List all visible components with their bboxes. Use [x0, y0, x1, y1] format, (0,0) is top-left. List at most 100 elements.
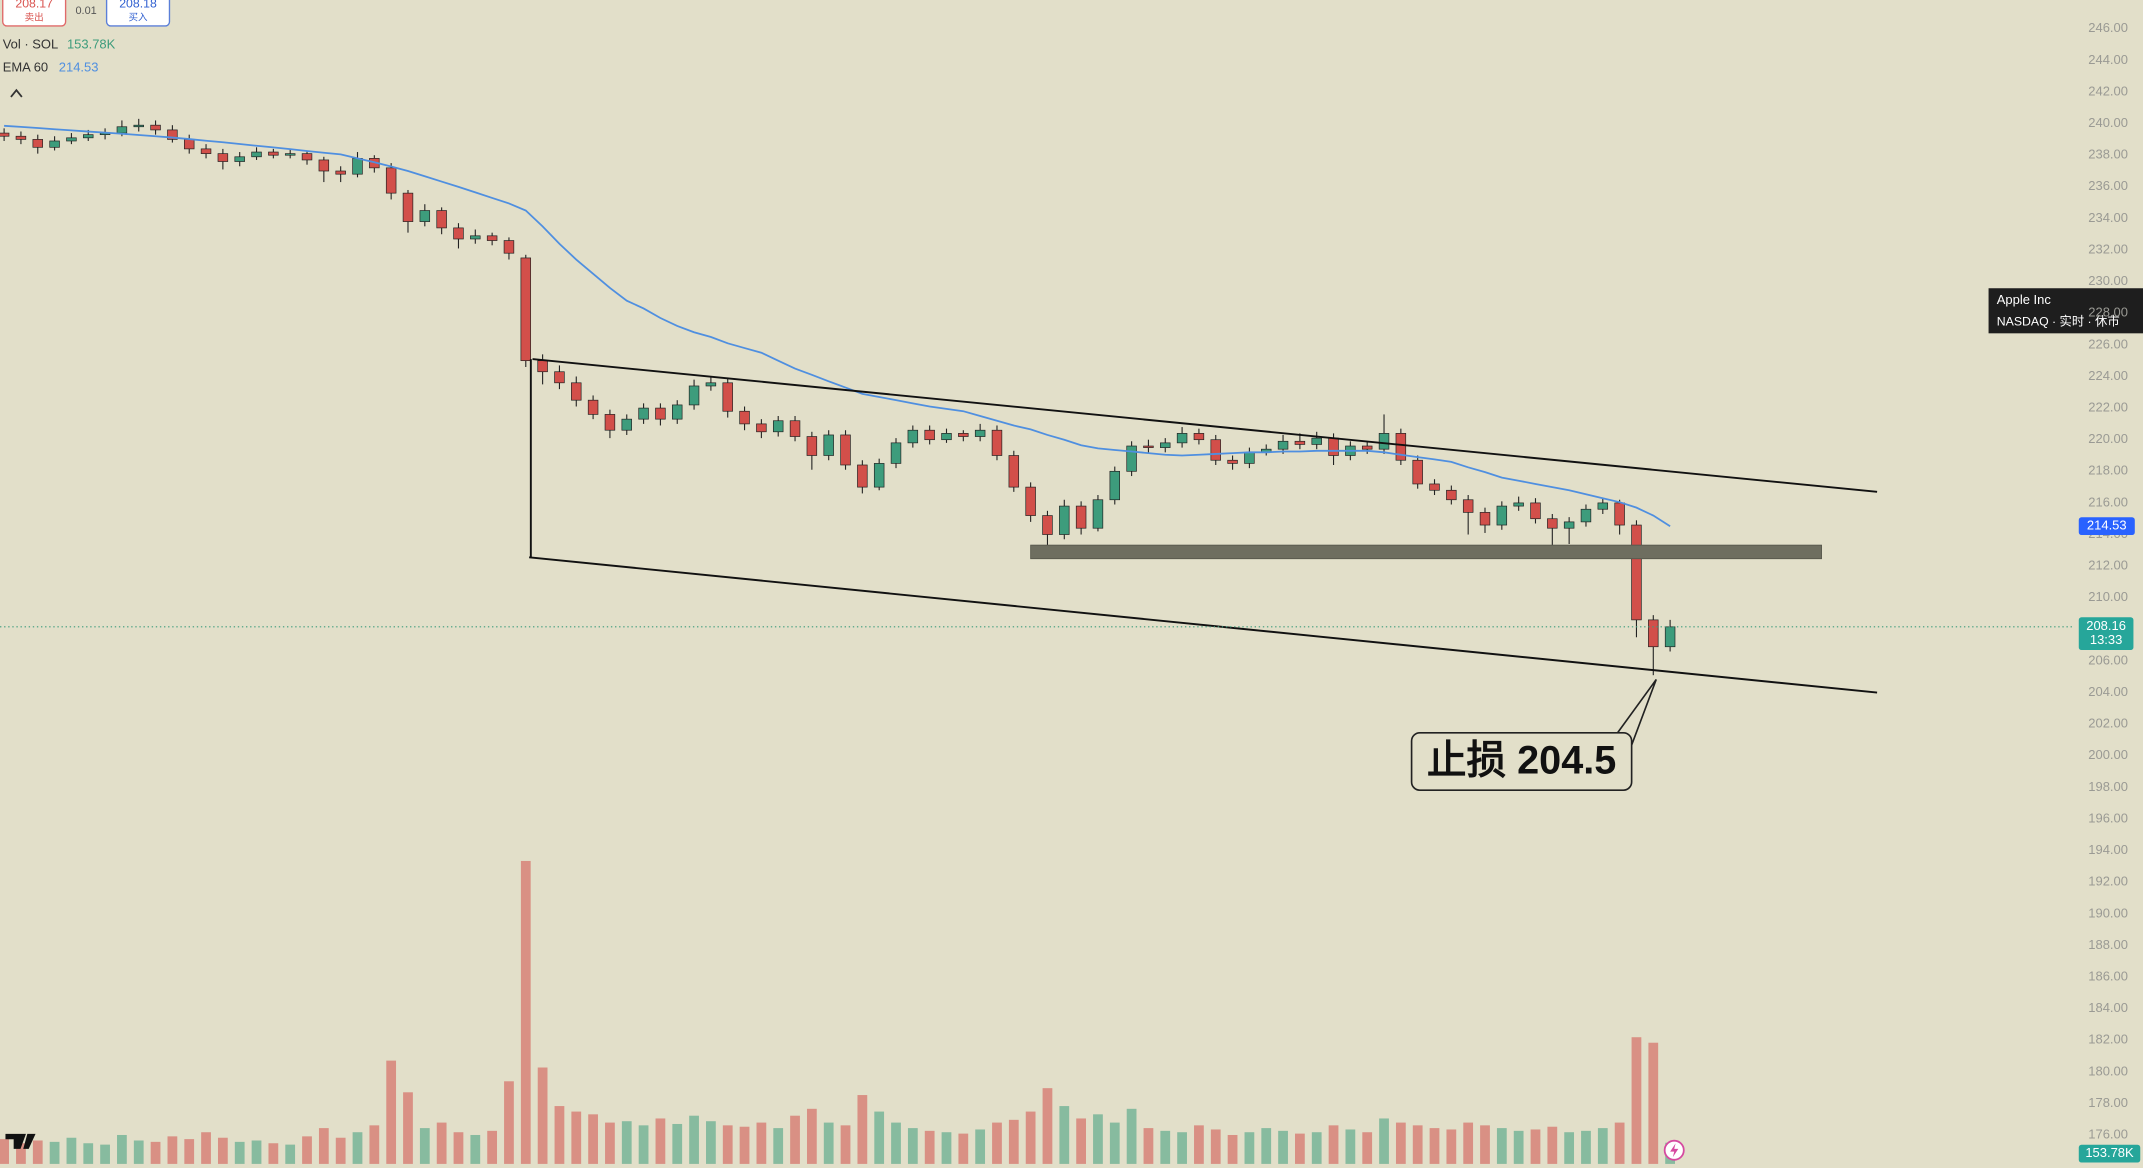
y-tick-label: 240.00: [2088, 115, 2128, 130]
candle-body: [83, 134, 94, 139]
annotation-text: 止损 204.5: [1427, 738, 1616, 782]
candle-body: [352, 158, 363, 175]
candle-body: [604, 414, 616, 431]
bid-price[interactable]: 208.17: [15, 0, 53, 10]
ask-price[interactable]: 208.18: [119, 0, 157, 10]
volume-bar: [1227, 1134, 1238, 1164]
y-tick-label: 230.00: [2088, 273, 2128, 288]
candle-body: [1547, 518, 1558, 529]
volume-bar: [100, 1144, 110, 1164]
flash-icon[interactable]: [1663, 1139, 1685, 1161]
candle-body: [116, 126, 128, 134]
volume-bar: [1631, 1037, 1642, 1164]
tooltip-box: [1988, 288, 2143, 334]
candle-body: [1361, 445, 1373, 450]
volume-bar: [571, 1111, 582, 1164]
volume-bar: [66, 1137, 77, 1164]
candle-body: [806, 436, 818, 456]
candle-body: [150, 124, 161, 131]
candle-body: [1378, 433, 1390, 450]
y-tick-label: 222.00: [2088, 400, 2128, 415]
bid-button[interactable]: 208.17 卖出: [2, 0, 67, 27]
volume-bar: [436, 1122, 447, 1164]
candle-body: [1597, 502, 1609, 510]
y-tick-label: 206.00: [2088, 652, 2128, 667]
volume-bar: [554, 1106, 565, 1164]
ema-legend-value: 214.53: [59, 60, 99, 75]
candle-body: [1429, 483, 1440, 491]
candle-body: [1462, 499, 1474, 513]
candle-body: [1479, 512, 1491, 526]
candle-body: [284, 153, 296, 156]
volume-bar: [1564, 1132, 1575, 1164]
volume-legend-name: Vol · SOL: [3, 37, 59, 52]
flash-bolt[interactable]: [1670, 1143, 1679, 1158]
y-tick-label: 198.00: [2088, 779, 2128, 794]
volume-bar: [217, 1137, 228, 1164]
trend-line: [532, 358, 1878, 493]
volume-bar: [773, 1128, 784, 1164]
volume-bar: [1395, 1122, 1406, 1164]
volume-bar: [1581, 1130, 1591, 1164]
candle-body: [638, 407, 649, 420]
y-tick-label: 224.00: [2088, 368, 2128, 383]
volume-bar: [49, 1141, 60, 1164]
volume-bar: [133, 1140, 144, 1164]
price-layer: 止损 204.5: [0, 118, 2075, 791]
bid-box[interactable]: [2, 0, 67, 27]
candle-body: [385, 167, 397, 194]
volume-bar: [1496, 1128, 1507, 1164]
y-tick-label: 226.00: [2088, 336, 2128, 351]
y-tick-label: 244.00: [2088, 52, 2128, 67]
volume-bar: [621, 1121, 632, 1164]
volume-bar: [403, 1092, 413, 1164]
y-tick-label: 220.00: [2088, 431, 2128, 446]
ask-label[interactable]: 买入: [128, 12, 148, 23]
y-tick-label: 234.00: [2088, 210, 2128, 225]
candle-body: [1059, 505, 1070, 535]
candle-body: [15, 135, 27, 140]
candle-body: [1126, 445, 1137, 472]
last-price-tag: [2078, 617, 2134, 651]
volume-bar: [487, 1130, 498, 1164]
tv-logo: [5, 1133, 36, 1149]
volume-tag-label: 153.78K: [2085, 1145, 2134, 1160]
candle-body: [1193, 433, 1205, 441]
candle-body: [1311, 437, 1322, 445]
volume-bar: [1295, 1133, 1305, 1164]
collapse-icon[interactable]: [10, 88, 23, 98]
volume-bar: [352, 1132, 363, 1164]
y-tick-label: 228.00: [2088, 305, 2128, 320]
candle-body: [1025, 486, 1036, 516]
volume-bar: [1345, 1129, 1356, 1164]
candle-body: [554, 371, 565, 384]
volume-bar: [234, 1141, 245, 1164]
volume-bar: [1311, 1132, 1322, 1164]
bid-label[interactable]: 卖出: [25, 11, 44, 23]
volume-bar: [1126, 1108, 1137, 1164]
volume-bar: [1177, 1132, 1187, 1164]
candle-body: [470, 235, 481, 240]
y-tick-label: 194.00: [2088, 842, 2128, 857]
volume-bar: [1412, 1125, 1423, 1164]
y-tick-label: 238.00: [2088, 147, 2128, 162]
candle-body: [823, 434, 834, 456]
volume-bar: [857, 1095, 868, 1164]
candle-body: [1008, 455, 1020, 488]
volume-bar: [605, 1122, 615, 1164]
volume-bar: [823, 1122, 834, 1164]
volume-bar: [1648, 1042, 1659, 1164]
volume-bar: [1362, 1132, 1373, 1164]
volume-bar: [1530, 1129, 1541, 1164]
y-tick-label: 218.00: [2088, 463, 2128, 478]
ask-button[interactable]: 208.18 买入: [105, 0, 171, 27]
ask-box[interactable]: [105, 0, 171, 27]
y-tick-label: 216.00: [2088, 494, 2128, 509]
candle-body: [318, 159, 330, 172]
volume-bar: [1480, 1125, 1490, 1164]
candle-body: [1648, 619, 1659, 648]
logo-shape: [5, 1133, 36, 1149]
y-tick-label: 190.00: [2088, 905, 2128, 920]
volume-bar: [1446, 1129, 1457, 1164]
